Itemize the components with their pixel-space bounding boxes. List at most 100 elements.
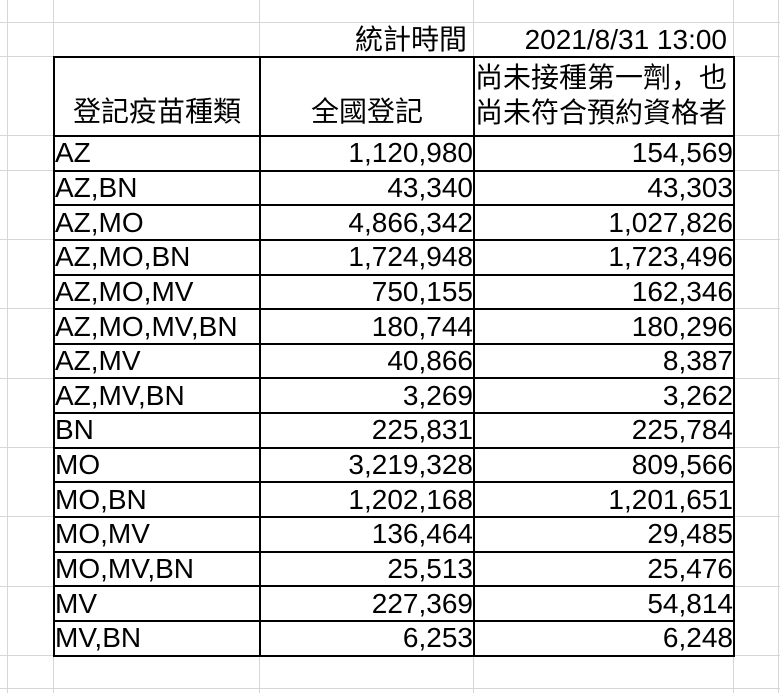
gridline [733, 239, 780, 240]
cell-pending[interactable]: 154,569 [473, 135, 735, 172]
gridline [0, 239, 53, 240]
gridline [733, 56, 780, 57]
stat-time-label-cell[interactable]: 統計時間 [354, 23, 467, 55]
gridline [0, 447, 53, 448]
gridline [0, 655, 53, 656]
gridline [733, 170, 780, 171]
gridline [0, 56, 53, 57]
cell-national-registration[interactable]: 225,831 [259, 412, 475, 449]
cell-vaccine-type[interactable]: MV [53, 585, 261, 622]
gridline [0, 170, 53, 171]
header-national-registration[interactable]: 全國登記 [259, 56, 475, 137]
gridline [53, 0, 54, 56]
table-row: AZ,MV 40,866 8,387 [53, 342, 735, 380]
cell-pending[interactable]: 1,201,651 [473, 481, 735, 519]
cell-national-registration[interactable]: 4,866,342 [259, 204, 475, 241]
gridline [259, 0, 260, 56]
cell-pending[interactable]: 29,485 [473, 516, 735, 553]
cell-pending[interactable]: 225,784 [473, 412, 735, 449]
cell-pending[interactable]: 6,248 [473, 619, 735, 657]
gridline [733, 586, 780, 587]
header-pending-line2: 尚未符合預約資格者 [475, 97, 728, 128]
gridline [733, 0, 734, 56]
cell-national-registration[interactable]: 3,219,328 [259, 446, 475, 484]
cell-national-registration[interactable]: 3,269 [259, 377, 475, 415]
cell-pending[interactable]: 54,814 [473, 585, 735, 622]
cell-pending[interactable]: 3,262 [473, 377, 735, 415]
gridline [0, 135, 53, 136]
cell-national-registration[interactable]: 180,744 [259, 308, 475, 345]
gridline [778, 0, 779, 693]
gridline [733, 378, 780, 379]
header-pending-line1: 尚未接種第一劑，也 [475, 62, 728, 93]
stat-time-value-cell[interactable]: 2021/8/31 13:00 [524, 23, 727, 55]
table-row: MO,MV 136,464 29,485 [53, 516, 735, 553]
cell-pending[interactable]: 8,387 [473, 342, 735, 380]
table-row: AZ,MO,MV 750,155 162,346 [53, 273, 735, 311]
header-pending[interactable]: 尚未接種第一劑，也 尚未符合預約資格者 [473, 56, 735, 137]
table-row: AZ,BN 43,340 43,303 [53, 169, 735, 207]
table-row: BN 225,831 225,784 [53, 412, 735, 449]
cell-vaccine-type[interactable]: AZ,MO [53, 204, 261, 241]
gridline [733, 655, 780, 656]
cell-vaccine-type[interactable]: MV,BN [53, 619, 261, 657]
gridline [733, 135, 780, 136]
cell-vaccine-type[interactable]: MO [53, 446, 261, 484]
gridline [0, 22, 780, 23]
cell-vaccine-type[interactable]: AZ,BN [53, 169, 261, 207]
table-row: AZ,MO 4,866,342 1,027,826 [53, 204, 735, 241]
table-row: MO 3,219,328 809,566 [53, 446, 735, 484]
cell-pending[interactable]: 180,296 [473, 308, 735, 345]
cell-pending[interactable]: 43,303 [473, 169, 735, 207]
cell-national-registration[interactable]: 43,340 [259, 169, 475, 207]
table-row: MV,BN 6,253 6,248 [53, 619, 735, 657]
gridline [53, 655, 54, 693]
cell-pending[interactable]: 25,476 [473, 550, 735, 588]
table-row: MO,MV,BN 25,513 25,476 [53, 550, 735, 588]
gridline [733, 308, 780, 309]
cell-vaccine-type[interactable]: AZ,MV [53, 342, 261, 380]
table-header-row: 登記疫苗種類 全國登記 尚未接種第一劑，也 尚未符合預約資格者 [53, 56, 735, 137]
cell-vaccine-type[interactable]: AZ,MO,MV,BN [53, 308, 261, 345]
gridline [7, 0, 8, 693]
cell-pending[interactable]: 809,566 [473, 446, 735, 484]
cell-pending[interactable]: 1,723,496 [473, 238, 735, 276]
table-row: MV 227,369 54,814 [53, 585, 735, 622]
cell-pending[interactable]: 1,027,826 [473, 204, 735, 241]
header-vaccine-type[interactable]: 登記疫苗種類 [53, 56, 261, 137]
cell-national-registration[interactable]: 6,253 [259, 619, 475, 657]
cell-national-registration[interactable]: 1,120,980 [259, 135, 475, 172]
cell-vaccine-type[interactable]: BN [53, 412, 261, 449]
cell-vaccine-type[interactable]: AZ [53, 135, 261, 172]
cell-national-registration[interactable]: 136,464 [259, 516, 475, 553]
cell-vaccine-type[interactable]: AZ,MO,BN [53, 238, 261, 276]
cell-national-registration[interactable]: 750,155 [259, 273, 475, 311]
gridline [0, 308, 53, 309]
cell-pending[interactable]: 162,346 [473, 273, 735, 311]
table-row: AZ,MO,BN 1,724,948 1,723,496 [53, 238, 735, 276]
cell-national-registration[interactable]: 40,866 [259, 342, 475, 380]
table-row: AZ,MV,BN 3,269 3,262 [53, 377, 735, 415]
gridline [0, 516, 53, 517]
table-row: AZ 1,120,980 154,569 [53, 135, 735, 172]
gridline [733, 655, 734, 693]
cell-vaccine-type[interactable]: AZ,MO,MV [53, 273, 261, 311]
cell-national-registration[interactable]: 1,724,948 [259, 238, 475, 276]
cell-vaccine-type[interactable]: MO,BN [53, 481, 261, 519]
cell-vaccine-type[interactable]: MO,MV,BN [53, 550, 261, 588]
table-row: AZ,MO,MV,BN 180,744 180,296 [53, 308, 735, 345]
gridline [0, 688, 780, 689]
cell-national-registration[interactable]: 227,369 [259, 585, 475, 622]
gridline [473, 655, 474, 693]
cell-vaccine-type[interactable]: MO,MV [53, 516, 261, 553]
cell-national-registration[interactable]: 25,513 [259, 550, 475, 588]
vaccine-registration-table: 登記疫苗種類 全國登記 尚未接種第一劑，也 尚未符合預約資格者 AZ 1,120… [53, 56, 735, 657]
cell-vaccine-type[interactable]: AZ,MV,BN [53, 377, 261, 415]
gridline [0, 586, 53, 587]
gridline [733, 447, 780, 448]
gridline [733, 516, 780, 517]
cell-national-registration[interactable]: 1,202,168 [259, 481, 475, 519]
gridline [473, 0, 474, 56]
gridline [259, 655, 260, 693]
